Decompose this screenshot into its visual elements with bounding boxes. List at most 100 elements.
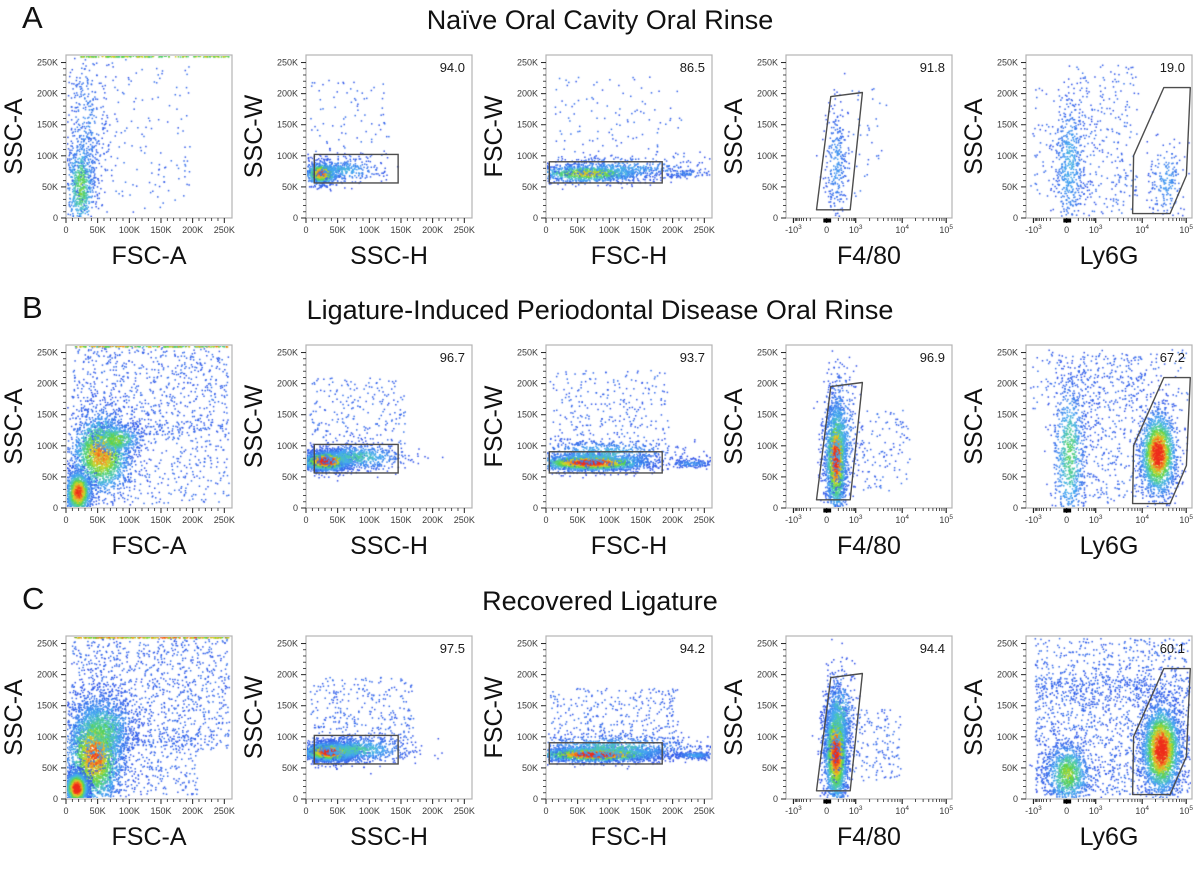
scatter-density-canvas bbox=[787, 56, 951, 217]
y-tick-label: 150K bbox=[757, 410, 778, 420]
x-tick-label: 104 bbox=[895, 224, 909, 235]
y-tick-label: 200K bbox=[757, 89, 778, 99]
y-tick-label: 150K bbox=[757, 701, 778, 711]
x-axis-label: F4/80 bbox=[837, 242, 901, 270]
x-tick-label: 200K bbox=[182, 225, 203, 235]
y-tick-label: 250K bbox=[277, 58, 298, 68]
plot-axes-svg: 0 50K 100K 150K 200K 250K -103 0 103 104 105 Ly6G SS… bbox=[960, 54, 1193, 270]
flow-plot-panel-C5: 0 50K 100K 150K 200K 250K -103 0 103 104 105 Ly6G SS… bbox=[960, 624, 1200, 870]
plot-frame bbox=[1025, 54, 1193, 219]
y-axis-label: FSC-W bbox=[480, 676, 508, 758]
x-tick-label: 0 bbox=[824, 806, 829, 816]
x-tick-label: 105 bbox=[1179, 514, 1193, 525]
y-tick-label: 100K bbox=[37, 151, 58, 161]
x-axis-label: F4/80 bbox=[837, 532, 901, 560]
flow-plot-panel-B4: 0 50K 100K 150K 200K 250K -103 0 103 104 105 F4/80 S… bbox=[720, 333, 960, 579]
row-label: B bbox=[22, 290, 43, 325]
row-title: Naïve Oral Cavity Oral Rinse bbox=[426, 5, 774, 35]
x-tick-label: 150K bbox=[390, 806, 411, 816]
x-tick-label: 250K bbox=[694, 806, 715, 816]
y-tick-label: 200K bbox=[517, 670, 538, 680]
y-axis-label: SSC-A bbox=[960, 679, 988, 756]
x-tick-label: 200K bbox=[422, 806, 443, 816]
x-tick-label: 250K bbox=[694, 225, 715, 235]
x-tick-label: 100K bbox=[359, 225, 380, 235]
x-tick-label: 104 bbox=[1135, 514, 1149, 525]
y-tick-label: 100K bbox=[517, 732, 538, 742]
y-tick-label: 150K bbox=[517, 701, 538, 711]
x-tick-label: 100K bbox=[119, 515, 140, 525]
y-tick-label: 200K bbox=[37, 89, 58, 99]
flow-plot-panel-B5: 0 50K 100K 150K 200K 250K -103 0 103 104 105 Ly6G SS… bbox=[960, 333, 1200, 579]
plot-axes-svg: 0 50K 100K 150K 200K 250K 0 50K 100K 150K 200K 250K… bbox=[480, 344, 715, 560]
y-tick-label: 0 bbox=[533, 213, 538, 223]
gate-percentage: 96.7 bbox=[440, 350, 465, 365]
plot-axes-svg: 0 50K 100K 150K 200K 250K 0 50K 100K 150K 200K 250K… bbox=[480, 54, 715, 270]
y-tick-label: 100K bbox=[757, 732, 778, 742]
scatter-density-canvas bbox=[1027, 56, 1191, 217]
x-tick-label: 150K bbox=[150, 515, 171, 525]
plot-panels-row-b: 0 50K 100K 150K 200K 250K 0 50K 100K 150K 200K 250K… bbox=[0, 333, 1200, 579]
x-tick-label: 50K bbox=[330, 225, 346, 235]
gate-percentage: 94.0 bbox=[440, 60, 465, 75]
plot-axes-svg: 0 50K 100K 150K 200K 250K 0 50K 100K 150K 200K 250K… bbox=[480, 635, 715, 851]
flow-plot-panel-A5: 0 50K 100K 150K 200K 250K -103 0 103 104 105 Ly6G SS… bbox=[960, 43, 1200, 289]
x-tick-label: -103 bbox=[1025, 514, 1042, 525]
y-tick-label: 200K bbox=[277, 379, 298, 389]
x-tick-label: 104 bbox=[895, 805, 909, 816]
y-tick-label: 50K bbox=[522, 182, 538, 192]
x-tick-label: 200K bbox=[182, 515, 203, 525]
y-axis-label: SSC-A bbox=[720, 388, 748, 465]
x-tick-label: 100K bbox=[599, 515, 620, 525]
x-tick-label: 200K bbox=[182, 806, 203, 816]
x-tick-label: 100K bbox=[119, 806, 140, 816]
y-tick-label: 50K bbox=[522, 472, 538, 482]
biexp-zero-tick-bar bbox=[1063, 799, 1072, 804]
x-tick-label: 0 bbox=[543, 225, 548, 235]
gate-percentage: 91.8 bbox=[920, 60, 945, 75]
plot-frame bbox=[65, 54, 233, 219]
x-tick-label: 0 bbox=[303, 225, 308, 235]
gate-outline bbox=[815, 381, 864, 501]
x-tick-label: 50K bbox=[570, 806, 586, 816]
plot-axes-svg: 0 50K 100K 150K 200K 250K -103 0 103 104 105 F4/80 S… bbox=[720, 344, 953, 560]
y-tick-label: 50K bbox=[762, 182, 778, 192]
y-tick-label: 250K bbox=[997, 639, 1018, 649]
flow-plot-panel-B2: 0 50K 100K 150K 200K 250K 0 50K 100K 150K 200K 250K… bbox=[240, 333, 480, 579]
y-tick-label: 250K bbox=[37, 348, 58, 358]
figure-row-c: C Recovered Ligature 0 50K 100K 150K 200K 250… bbox=[0, 581, 1200, 872]
x-tick-label: -103 bbox=[785, 224, 802, 235]
plot-axes-svg: 0 50K 100K 150K 200K 250K -103 0 103 104 105 F4/80 S… bbox=[720, 54, 953, 270]
x-tick-label: 0 bbox=[824, 225, 829, 235]
gate-outline bbox=[313, 153, 399, 184]
y-axis-label: SSC-A bbox=[960, 98, 988, 175]
x-tick-label: 105 bbox=[939, 224, 953, 235]
x-tick-label: 250K bbox=[454, 515, 475, 525]
x-axis-label: F4/80 bbox=[837, 823, 901, 851]
plot-axes-svg: 0 50K 100K 150K 200K 250K 0 50K 100K 150K 200K 250K… bbox=[0, 635, 235, 851]
scatter-density-canvas bbox=[1027, 346, 1191, 507]
y-tick-label: 200K bbox=[997, 89, 1018, 99]
x-tick-label: 0 bbox=[63, 225, 68, 235]
x-tick-label: 50K bbox=[90, 515, 106, 525]
y-tick-label: 0 bbox=[1013, 794, 1018, 804]
plot-axes-svg: 0 50K 100K 150K 200K 250K 0 50K 100K 150K 200K 250K… bbox=[240, 54, 475, 270]
biexp-zero-tick-bar bbox=[1063, 218, 1072, 223]
x-tick-label: -103 bbox=[1025, 805, 1042, 816]
y-axis-label: SSC-A bbox=[720, 679, 748, 756]
y-tick-label: 100K bbox=[997, 732, 1018, 742]
x-tick-label: 150K bbox=[390, 225, 411, 235]
plot-frame bbox=[65, 635, 233, 800]
scatter-density-canvas bbox=[1027, 637, 1191, 798]
row-label: C bbox=[22, 581, 45, 616]
y-axis-label: FSC-W bbox=[480, 95, 508, 177]
y-tick-label: 100K bbox=[277, 441, 298, 451]
gate-outline bbox=[1131, 376, 1192, 505]
y-tick-label: 150K bbox=[517, 410, 538, 420]
y-axis-label: SSC-W bbox=[240, 675, 268, 759]
x-axis-label: FSC-A bbox=[112, 532, 187, 560]
y-tick-label: 250K bbox=[997, 348, 1018, 358]
y-axis-label: SSC-W bbox=[240, 94, 268, 178]
x-axis-label: FSC-H bbox=[591, 242, 667, 270]
